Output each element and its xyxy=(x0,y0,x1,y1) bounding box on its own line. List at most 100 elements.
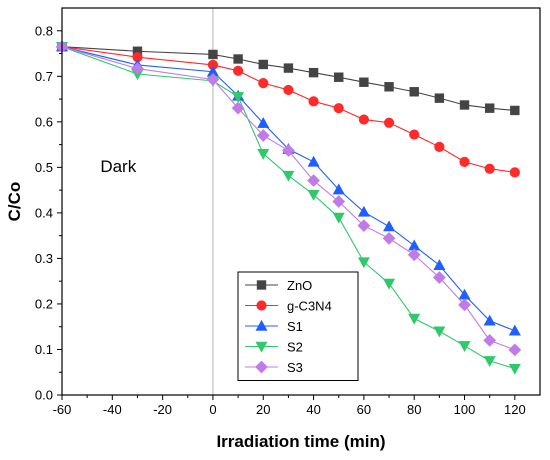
y-tick-label: 0.5 xyxy=(35,160,53,175)
plot-frame xyxy=(61,7,541,396)
x-tick-label: 40 xyxy=(306,402,320,417)
data-point-g-c3n4 xyxy=(459,156,470,167)
data-point-s1 xyxy=(307,155,320,167)
data-point-g-c3n4 xyxy=(484,163,495,174)
data-point-s1 xyxy=(357,205,370,217)
legend-item: g-C3N4 xyxy=(245,299,332,314)
data-point-g-c3n4 xyxy=(509,167,520,178)
data-point-s2 xyxy=(508,363,521,375)
y-tick-label: 0.3 xyxy=(35,251,53,266)
data-point-zno xyxy=(308,67,319,78)
data-point-s2 xyxy=(257,148,270,160)
data-point-s2 xyxy=(458,341,471,352)
data-point-s2 xyxy=(332,212,345,224)
data-point-s2 xyxy=(232,92,245,103)
x-tick-label: -40 xyxy=(103,402,122,417)
data-point-g-c3n4 xyxy=(283,84,294,96)
data-point-zno xyxy=(334,72,344,82)
data-point-s3 xyxy=(382,232,396,245)
y-tick-label: 0.6 xyxy=(35,114,53,129)
legend-label: S1 xyxy=(287,319,303,334)
x-tick-label: 0 xyxy=(209,402,216,417)
legend-item: S3 xyxy=(245,360,303,375)
x-tick-label: 80 xyxy=(407,402,421,417)
legend-label: ZnO xyxy=(287,278,312,293)
data-point-zno xyxy=(510,105,520,116)
y-axis-title: C/Co xyxy=(5,182,24,222)
data-point-s1 xyxy=(483,314,496,326)
data-point-s3 xyxy=(231,101,245,115)
data-point-s2 xyxy=(483,356,496,367)
data-point-s3 xyxy=(357,219,371,232)
data-point-zno xyxy=(409,87,419,97)
data-point-zno xyxy=(384,82,394,92)
data-point-g-c3n4 xyxy=(308,96,319,107)
legend-item: S1 xyxy=(245,319,303,334)
data-point-zno xyxy=(283,63,294,73)
data-point-s3 xyxy=(458,298,471,312)
data-point-s1 xyxy=(383,220,396,232)
data-point-s3 xyxy=(307,174,320,187)
data-point-s2 xyxy=(282,170,295,182)
data-point-zno xyxy=(258,59,268,70)
data-point-s1 xyxy=(508,324,521,336)
data-point-g-c3n4 xyxy=(233,65,244,76)
x-tick-label: 100 xyxy=(454,402,476,417)
data-point-s3 xyxy=(508,343,522,357)
x-tick-label: 120 xyxy=(504,402,526,417)
data-point-zno xyxy=(434,93,445,103)
data-point-s3 xyxy=(206,73,220,86)
data-point-s3 xyxy=(433,271,446,284)
y-tick-label: 0.7 xyxy=(35,69,53,84)
dark-annotation: Dark xyxy=(100,157,136,176)
data-point-s3 xyxy=(407,248,421,262)
data-point-s2 xyxy=(408,313,421,325)
legend: ZnO g-C3N4 S1 S2 S3 xyxy=(237,271,359,381)
series-zno xyxy=(57,41,520,116)
series-g-c3n4 xyxy=(56,41,520,178)
legend-item: S2 xyxy=(245,340,303,355)
data-point-zno xyxy=(459,100,470,110)
data-point-s2 xyxy=(357,257,370,269)
data-point-g-c3n4 xyxy=(383,117,395,128)
data-point-g-c3n4 xyxy=(258,78,269,89)
x-tick-label: 60 xyxy=(357,402,371,417)
x-tick-label: -20 xyxy=(153,402,172,417)
legend-label: S3 xyxy=(287,360,303,375)
series-s3 xyxy=(55,40,522,357)
data-point-s1 xyxy=(332,183,345,195)
y-tick-label: 0.2 xyxy=(35,296,53,311)
data-point-s2 xyxy=(433,326,446,338)
x-tick-label: 20 xyxy=(256,402,270,417)
y-tick-label: 0.8 xyxy=(35,23,53,38)
y-tick-label: 0.0 xyxy=(35,388,53,403)
data-point-s3 xyxy=(483,334,497,347)
data-point-g-c3n4 xyxy=(409,129,420,140)
legend-label: g-C3N4 xyxy=(287,299,332,314)
legend-marker xyxy=(256,280,267,290)
legend-item: ZnO xyxy=(245,278,312,293)
legend-marker xyxy=(255,341,268,353)
data-point-zno xyxy=(359,77,369,87)
data-point-s3 xyxy=(282,144,295,157)
x-axis-title: Irradiation time (min) xyxy=(216,432,385,451)
legend-label: S2 xyxy=(287,340,303,355)
data-point-zno xyxy=(233,54,243,64)
data-point-s3 xyxy=(256,129,270,142)
y-tick-label: 0.4 xyxy=(35,205,53,220)
x-tick-label: -60 xyxy=(53,402,72,417)
data-point-g-c3n4 xyxy=(434,141,445,152)
data-point-zno xyxy=(208,49,218,60)
data-point-s3 xyxy=(131,62,144,75)
legend-marker xyxy=(256,300,267,311)
data-point-s3 xyxy=(332,195,346,208)
legend-marker xyxy=(255,319,268,331)
legend-marker xyxy=(255,360,268,374)
data-point-s1 xyxy=(433,259,446,270)
y-tick-label: 0.1 xyxy=(35,342,53,357)
data-point-s2 xyxy=(383,278,396,290)
data-point-s2 xyxy=(307,189,320,201)
data-point-g-c3n4 xyxy=(358,114,369,125)
